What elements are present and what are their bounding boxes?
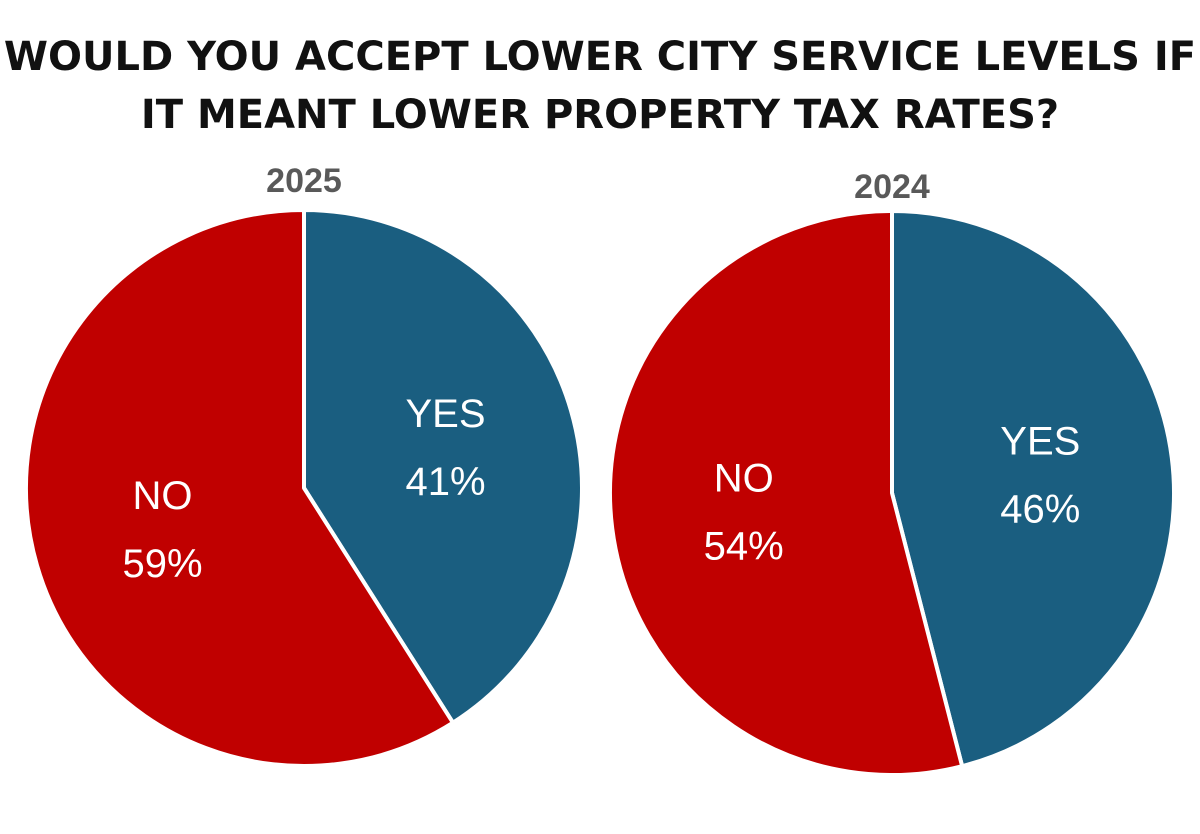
pie-slice-yes	[890, 209, 1176, 769]
pie-chart-2024: 2024 YES 46% NO 54%	[607, 168, 1176, 777]
pie-year-title: 2025	[266, 162, 342, 200]
pie-slice-label-no: NO	[714, 457, 774, 501]
pie-slice-no	[24, 208, 455, 768]
pie-slice-value-no: 59%	[122, 542, 202, 586]
pie-year-title: 2024	[854, 168, 930, 206]
pie-chart-2025: 2025 YES 41% NO 59%	[24, 162, 584, 768]
pie-slice-label-yes: YES	[405, 392, 485, 436]
chart-title: WOULD YOU ACCEPT LOWER CITY SERVICE LEVE…	[0, 28, 1200, 144]
pie-slice-no	[607, 209, 965, 777]
pie-slice-label-no: NO	[133, 474, 193, 518]
pie-slice-value-yes: 46%	[1000, 487, 1080, 531]
chart-title-line-2: IT MEANT LOWER PROPERTY TAX RATES?	[140, 92, 1060, 138]
chart-title-line-1: WOULD YOU ACCEPT LOWER CITY SERVICE LEVE…	[3, 34, 1197, 80]
pie-slice-value-yes: 41%	[405, 460, 485, 504]
pie-slice-value-no: 54%	[704, 525, 784, 569]
pie-slice-label-yes: YES	[1000, 419, 1080, 463]
